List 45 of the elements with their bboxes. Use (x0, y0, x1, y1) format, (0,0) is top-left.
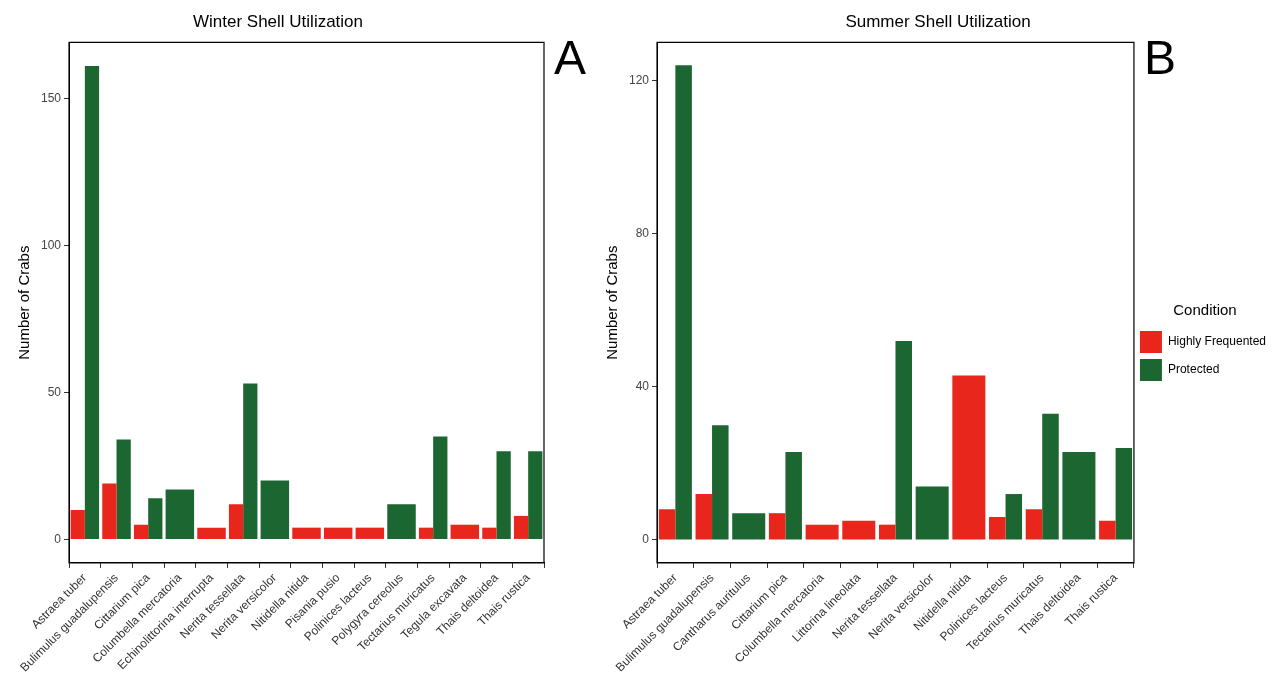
y-axis-title: Number of Crabs (15, 245, 33, 360)
text: B (1143, 30, 1176, 84)
bar (528, 451, 543, 539)
bar (102, 483, 117, 539)
y-axis-title: Number of Crabs (603, 245, 621, 360)
bar (513, 515, 529, 539)
bar (785, 451, 802, 540)
bar (433, 436, 448, 539)
bar (70, 510, 85, 539)
bar (989, 517, 1006, 540)
bar (1042, 413, 1059, 540)
bar (148, 498, 163, 539)
y-tick-label: 150 (40, 90, 62, 105)
y-tick-label: 100 (40, 237, 62, 252)
legend-title: Condition (1173, 300, 1237, 318)
text: A (554, 30, 587, 84)
bar (1005, 494, 1023, 540)
chart-title: Winter Shell Utilization (192, 11, 364, 31)
bar (675, 65, 692, 540)
bar (712, 425, 729, 540)
bar (116, 439, 131, 539)
bar (1025, 509, 1043, 540)
bar (895, 340, 912, 540)
bar (658, 509, 676, 540)
y-tick-label: 40 (635, 379, 650, 394)
y-tick-label: 0 (642, 532, 650, 547)
legend-label: Highly Frequented (1167, 334, 1267, 349)
y-tick-label: 0 (54, 531, 62, 546)
y-tick-label: 80 (635, 226, 650, 241)
bar (878, 524, 896, 540)
bar (418, 527, 434, 539)
bar (243, 383, 258, 539)
y-tick-label: 50 (47, 384, 62, 399)
bar (133, 524, 149, 539)
chart-title: Summer Shell Utilization (845, 11, 1031, 31)
legend-label: Protected (1167, 362, 1220, 377)
y-tick-label: 120 (628, 72, 650, 87)
bar (84, 65, 100, 539)
bar (768, 513, 786, 540)
bar (228, 504, 244, 539)
bar (695, 494, 713, 540)
bar (482, 527, 497, 539)
bar (496, 451, 511, 539)
bar (1115, 448, 1133, 540)
bar (1099, 520, 1116, 540)
